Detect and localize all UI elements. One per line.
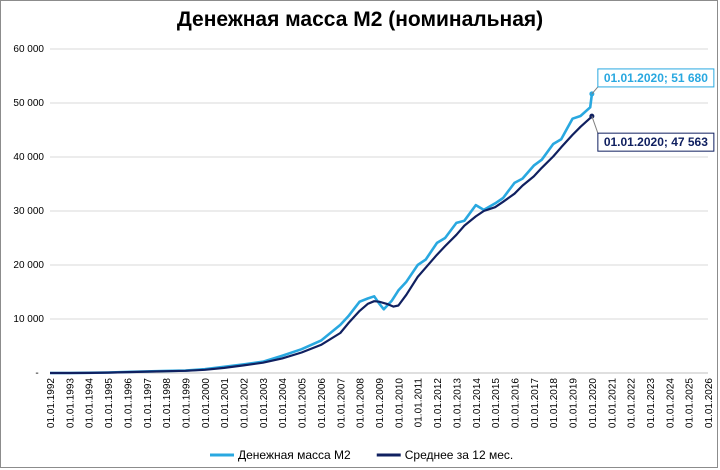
value-annotations: 01.01.2020; 51 680 01.01.2020; 47 563 [589,68,715,152]
x-tick-label: 01.01.1999 [181,378,192,428]
x-tick-label: 01.01.2012 [433,378,444,428]
x-tick-label: 01.01.2026 [704,378,715,428]
y-tick-label: 40 000 [13,152,44,163]
x-tick-label: 01.01.1993 [65,378,76,428]
annotation-label: 01.01.2020; 51 680 [604,71,708,85]
y-tick-label: - [35,368,38,379]
y-tick-label: 10 000 [13,314,44,325]
x-tick-label: 01.01.2006 [317,378,328,428]
annotation-box [597,132,715,152]
y-tick-label: 60 000 [13,44,44,55]
chart-title: Денежная масса М2 (номинальная) [176,8,544,31]
x-tick-label: 01.01.2019 [569,378,580,428]
x-tick-label: 01.01.2003 [259,378,270,428]
y-tick-label: 30 000 [13,206,44,217]
y-axis-tick-labels: - 10 000 20 000 30 000 40 000 50 000 60 000 [13,44,44,379]
x-tick-label: 01.01.2004 [278,378,289,428]
x-tick-label: 01.01.2007 [336,378,347,428]
x-tick-label: 01.01.2024 [665,378,676,428]
grid-lines [50,48,708,374]
x-tick-label: 01.01.1995 [104,378,115,428]
x-tick-label: 01.01.2000 [201,378,212,428]
x-tick-label: 01.01.2010 [394,378,405,428]
x-tick-label: 01.01.1994 [85,378,96,428]
x-tick-label: 01.01.2021 [607,378,618,428]
x-tick-label: 01.01.2011 [414,378,425,428]
x-tick-label: 01.01.2023 [646,378,657,428]
x-tick-label: 01.01.2016 [510,378,521,428]
annotation-leader [591,115,599,134]
x-tick-label: 01.01.2015 [491,378,502,428]
x-axis-tick-labels: 01.01.1992 01.01.1993 01.01.1994 01.01.1995… [46,378,715,428]
x-tick-label: 01.01.1998 [162,378,173,428]
x-tick-label: 01.01.2002 [240,378,251,428]
x-tick-label: 01.01.2009 [375,378,386,428]
x-tick-label: 01.01.1996 [123,378,134,428]
x-tick-label: 01.01.2008 [356,378,367,428]
x-tick-label: 01.01.2005 [298,378,309,428]
x-tick-label: 01.01.2001 [220,378,231,428]
annotation-leader [591,86,599,95]
y-tick-label: 20 000 [13,260,44,271]
x-tick-label: 01.01.2020 [588,378,599,428]
series-line [50,115,593,375]
x-tick-label: 01.01.2013 [452,378,463,428]
annotation-box [597,68,715,88]
annotation-label: 01.01.2020; 47 563 [604,135,708,149]
x-tick-label: 01.01.2025 [685,378,696,428]
series-line [50,93,594,375]
legend: Денежная масса М2 Среднее за 12 мес. [210,448,513,462]
x-tick-label: 01.01.2014 [472,378,483,428]
x-tick-label: 01.01.2018 [549,378,560,428]
x-tick-label: 01.01.2017 [530,378,541,428]
x-tick-label: 01.01.1992 [46,378,57,428]
x-tick-label: 01.01.1997 [143,378,154,428]
series-lines [50,93,594,375]
legend-label: Денежная масса М2 [238,448,351,462]
legend-label: Среднее за 12 мес. [405,448,514,462]
y-tick-label: 50 000 [13,98,44,109]
x-tick-label: 01.01.2022 [627,378,638,428]
